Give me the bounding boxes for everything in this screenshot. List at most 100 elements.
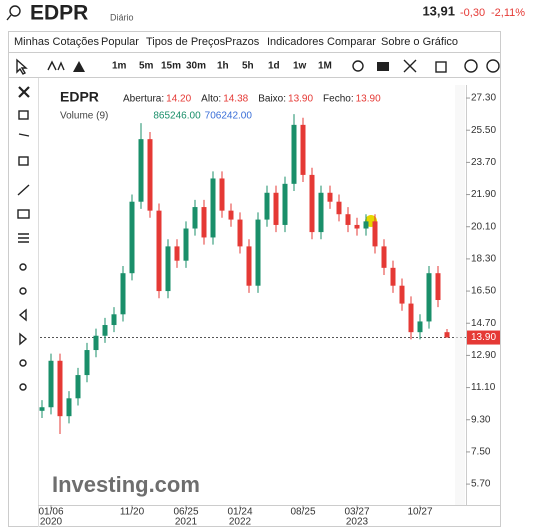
menu-item[interactable]: Comparar (327, 36, 376, 48)
menu-item[interactable]: Tipos de Preços (146, 36, 226, 48)
legend-name: Alto: (201, 94, 221, 105)
x-tick-year: 2020 (40, 517, 63, 528)
y-tick-label: 12.90 (471, 350, 496, 361)
candle-body (309, 174, 315, 233)
menu-item[interactable]: Popular (101, 36, 139, 48)
candle-body (174, 246, 180, 261)
scroll-area (455, 85, 465, 505)
candle-body (201, 207, 207, 238)
chart-symbol: EDPR (60, 89, 99, 105)
search-icon[interactable] (9, 5, 21, 17)
candle-body (102, 325, 108, 336)
timeframe[interactable]: 30m (186, 61, 206, 72)
candle-body (219, 178, 225, 211)
volume-value: 706242.00 (205, 111, 253, 122)
candle-body (345, 214, 351, 225)
change-pct: -2,11% (491, 7, 525, 19)
candle-body (93, 335, 99, 351)
candle-body (48, 360, 54, 408)
volume-name: Volume (9) (60, 111, 108, 122)
menu-item[interactable]: Minhas Cotações (14, 36, 99, 48)
last-price-label: 13.90 (471, 332, 496, 343)
fullscreen-icon[interactable] (403, 59, 417, 73)
legend-name: Abertura: (123, 94, 164, 105)
area-tool[interactable] (73, 61, 85, 72)
candles-tool[interactable] (47, 60, 65, 71)
candle-body (120, 273, 126, 315)
candle-body (192, 207, 198, 229)
change: -0,30 (460, 7, 485, 19)
candle-body (84, 350, 90, 376)
menu-item[interactable]: Sobre o Gráfico (381, 36, 458, 48)
candle-body (246, 246, 252, 286)
candle-body (381, 246, 387, 268)
timeframe[interactable]: 1d (268, 61, 280, 72)
last-price-box (467, 330, 500, 345)
close-tool[interactable] (18, 86, 30, 98)
left-tools[interactable] (17, 110, 30, 391)
legend-value: 14.38 (223, 94, 248, 105)
x-tick-label: 01/24 (227, 507, 252, 518)
volume-value: 865246.00 (153, 111, 201, 122)
watermark: Investing.com (52, 472, 200, 497)
y-tick-label: 16.50 (471, 286, 496, 297)
candle-body (390, 267, 396, 286)
timeframe[interactable]: 1h (217, 61, 229, 72)
x-tick-label: 10/27 (407, 507, 432, 518)
menu-item[interactable]: Prazos (225, 36, 260, 48)
y-tick-label: 18.30 (471, 254, 496, 265)
candle-body (417, 321, 423, 333)
symbol: EDPR (30, 2, 88, 25)
legend-value: 13.90 (288, 94, 313, 105)
candle-body (426, 273, 432, 322)
candle-body (336, 201, 342, 215)
candle-body (273, 192, 279, 225)
timeframe[interactable]: 1m (112, 61, 127, 72)
timeframe[interactable]: 5h (242, 61, 254, 72)
cursor-tool[interactable] (16, 58, 28, 75)
legend-name: Fecho: (323, 94, 354, 105)
delete-icon[interactable] (435, 61, 447, 73)
candle-body (129, 201, 135, 274)
candle-body (282, 183, 288, 225)
candle-body (39, 407, 45, 411)
candle-body (75, 375, 81, 399)
y-tick-label: 23.70 (471, 157, 496, 168)
timeframe[interactable]: 15m (161, 61, 181, 72)
y-tick-label: 27.30 (471, 93, 496, 104)
camera-icon[interactable] (377, 62, 389, 71)
menu-item[interactable]: Indicadores (267, 36, 324, 48)
save-icon[interactable] (464, 59, 478, 73)
x-tick-label: 08/25 (290, 507, 315, 518)
x-tick-year: 2022 (229, 517, 252, 528)
search-icon-handle (6, 14, 12, 21)
candle-body (255, 219, 261, 286)
y-tick-label: 14.70 (471, 318, 496, 329)
candle-body (399, 285, 405, 304)
timeframe[interactable]: 1w (293, 61, 307, 72)
x-tick-label: 03/27 (344, 507, 369, 518)
x-tick-year: 2021 (175, 517, 198, 528)
candle-body (183, 228, 189, 261)
candle-body (363, 221, 369, 229)
candle-body (372, 221, 378, 247)
candle-body (228, 210, 234, 220)
candle-body (327, 192, 333, 202)
candle-body (264, 192, 270, 220)
period: Diário (110, 12, 134, 22)
candle-body (156, 210, 162, 292)
candle-body (138, 139, 144, 202)
candle-body (210, 178, 216, 238)
timeframe[interactable]: 1M (318, 61, 332, 72)
settings-icon[interactable] (352, 60, 364, 72)
x-tick-label: 01/06 (38, 507, 63, 518)
candle-body (66, 398, 72, 417)
candle-body (111, 314, 117, 326)
timeframe[interactable]: 5m (139, 61, 154, 72)
y-tick-label: 5.70 (471, 479, 491, 490)
price: 13,91 (422, 3, 455, 18)
load-icon[interactable] (486, 59, 500, 73)
candle-body (57, 360, 63, 417)
legend-value: 14.20 (166, 94, 191, 105)
